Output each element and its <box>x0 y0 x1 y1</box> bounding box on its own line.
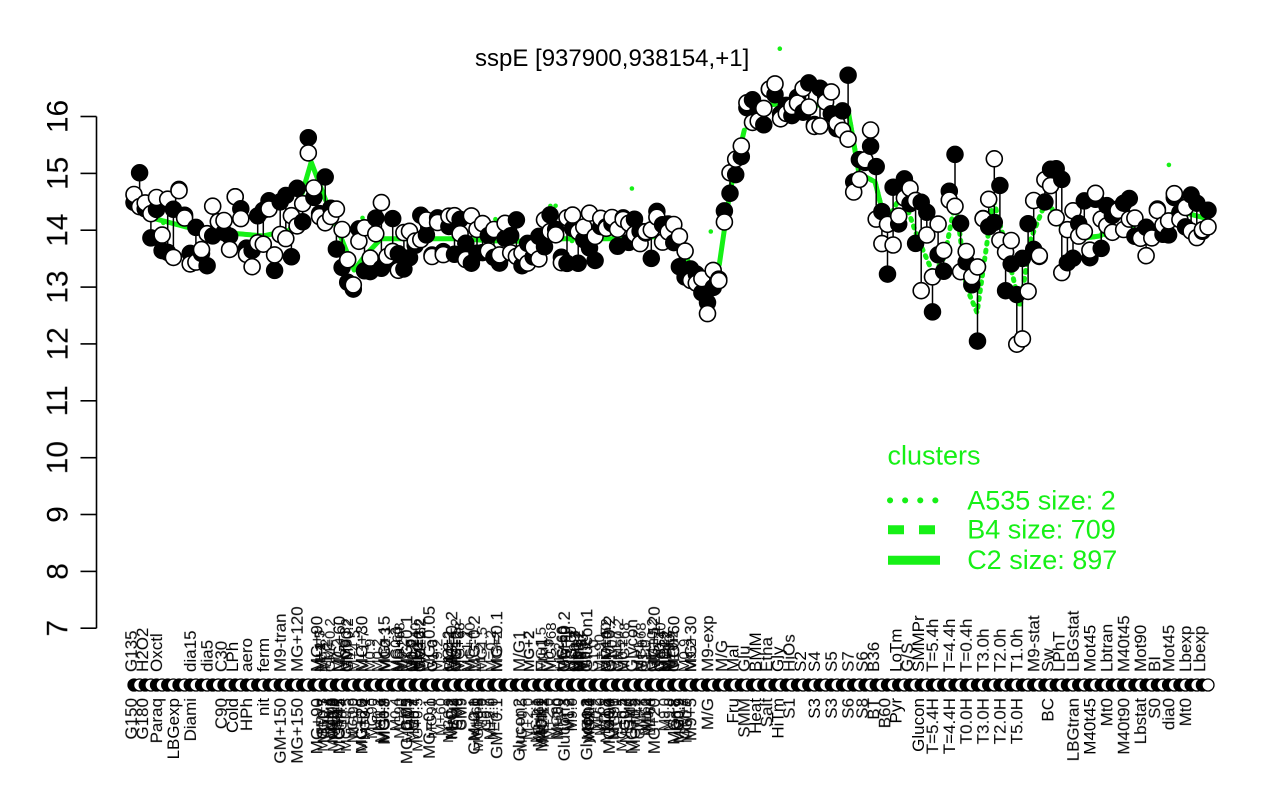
svg-text:MG+68: MG+68 <box>633 622 650 672</box>
svg-text:Lbexp: Lbexp <box>1190 626 1209 672</box>
svg-text:13: 13 <box>41 270 74 303</box>
svg-text:10: 10 <box>41 441 74 474</box>
svg-text:C2 size: 897: C2 size: 897 <box>967 545 1117 575</box>
svg-text:B4 size: 709: B4 size: 709 <box>967 515 1116 545</box>
svg-text:14: 14 <box>41 214 74 247</box>
svg-text:MG+40: MG+40 <box>407 622 424 672</box>
svg-text:GM+7: GM+7 <box>676 698 693 739</box>
svg-text:M0.9: M0.9 <box>541 639 558 672</box>
svg-text:M+2.0: M+2.0 <box>481 698 498 740</box>
svg-text:11: 11 <box>41 385 74 416</box>
svg-text:A535 size: 2: A535 size: 2 <box>967 485 1116 515</box>
svg-text:T5.0H: T5.0H <box>1007 698 1026 744</box>
svg-text:GM9: GM9 <box>398 698 415 731</box>
svg-text:MG0.9: MG0.9 <box>440 698 457 743</box>
svg-text:16: 16 <box>41 100 74 133</box>
svg-text:9: 9 <box>41 506 74 523</box>
svg-text:Mt0: Mt0 <box>1176 698 1195 726</box>
svg-text:12: 12 <box>41 327 74 360</box>
svg-text:M0.2: M0.2 <box>614 639 631 672</box>
svg-text:G0.4: G0.4 <box>334 698 351 731</box>
svg-text:B36: B36 <box>864 642 883 672</box>
svg-text:MG0.3: MG0.3 <box>337 627 354 672</box>
svg-text:M+90: M+90 <box>661 634 678 672</box>
svg-text:M9.2: M9.2 <box>317 639 334 672</box>
svg-text:8: 8 <box>41 563 74 580</box>
svg-text:M/G: M/G <box>698 698 717 730</box>
svg-text:MG+0.5: MG+0.5 <box>514 698 531 752</box>
svg-text:M=0.2: M=0.2 <box>483 630 500 672</box>
svg-text:G1.0: G1.0 <box>424 639 441 672</box>
svg-text:7: 7 <box>41 620 74 637</box>
svg-text:Pyr: Pyr <box>887 698 906 724</box>
svg-text:Oxctl: Oxctl <box>147 633 166 672</box>
svg-text:MG+120: MG+120 <box>288 606 307 672</box>
svg-text:MG+68: MG+68 <box>392 622 409 672</box>
svg-text:M+1.7: M+1.7 <box>459 630 476 672</box>
svg-text:sspE [937900,938154,+1]: sspE [937900,938154,+1] <box>475 45 749 72</box>
svg-text:MG+150: MG+150 <box>288 698 307 764</box>
svg-text:clusters: clusters <box>888 441 981 471</box>
svg-text:MG+0.5: MG+0.5 <box>614 698 631 752</box>
svg-text:S1: S1 <box>780 698 799 719</box>
svg-text:M+90: M+90 <box>591 634 608 672</box>
svg-text:MG+2: MG+2 <box>521 631 538 672</box>
svg-text:BC: BC <box>1038 698 1057 722</box>
svg-text:M1.2: M1.2 <box>638 698 655 731</box>
svg-text:MG+12: MG+12 <box>530 698 547 748</box>
svg-text:M9.2: M9.2 <box>683 639 700 672</box>
svg-text:M+0.1: M+0.1 <box>579 698 596 740</box>
svg-text:MG+2: MG+2 <box>440 631 457 672</box>
svg-text:M0.2: M0.2 <box>573 639 590 672</box>
svg-text:M1.2: M1.2 <box>561 698 578 731</box>
svg-text:M+1.7: M+1.7 <box>356 630 373 672</box>
svg-text:15: 15 <box>41 157 74 190</box>
svg-text:Diami: Diami <box>181 698 200 741</box>
